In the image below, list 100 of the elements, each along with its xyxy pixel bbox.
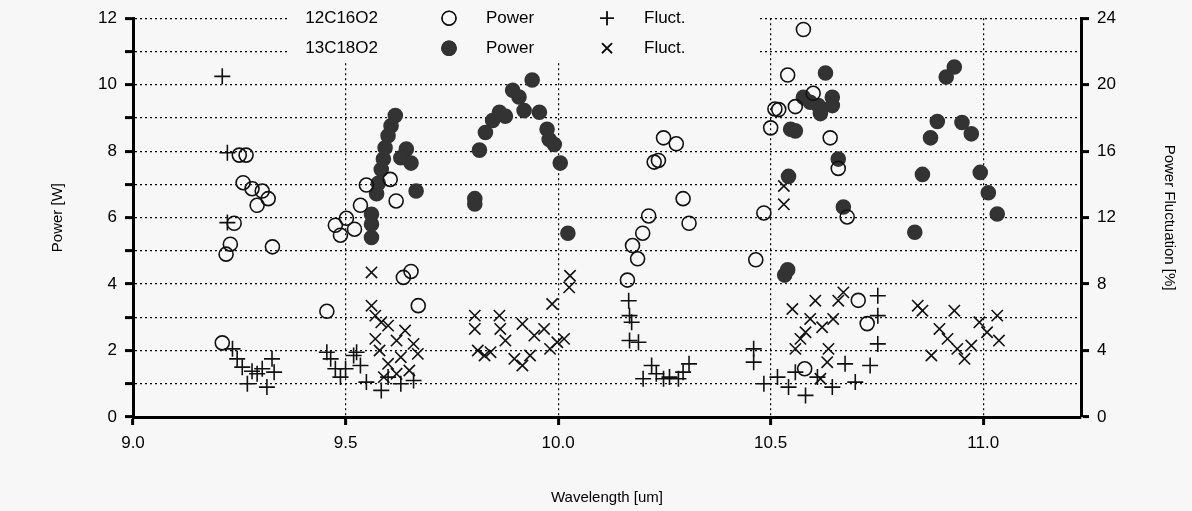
point bbox=[674, 363, 692, 381]
point bbox=[629, 333, 648, 352]
y2-tick-label: 24 bbox=[1097, 7, 1116, 27]
point bbox=[249, 197, 265, 214]
point bbox=[869, 306, 887, 325]
point bbox=[836, 355, 854, 373]
y2-tick-label: 8 bbox=[1097, 273, 1107, 293]
legend-label: Power bbox=[486, 37, 535, 57]
point bbox=[675, 190, 691, 207]
point bbox=[634, 369, 652, 388]
point bbox=[387, 107, 404, 124]
point bbox=[332, 227, 349, 244]
point bbox=[938, 69, 955, 85]
point bbox=[787, 123, 804, 139]
point bbox=[347, 343, 366, 361]
point bbox=[779, 378, 798, 396]
point bbox=[681, 215, 697, 232]
point bbox=[231, 147, 248, 163]
point bbox=[830, 160, 847, 177]
point bbox=[253, 360, 272, 378]
point bbox=[634, 225, 651, 242]
point bbox=[403, 263, 419, 280]
point bbox=[248, 365, 266, 383]
point bbox=[218, 246, 234, 262]
point bbox=[846, 373, 865, 391]
legend-label: Power bbox=[486, 7, 535, 27]
point bbox=[552, 155, 569, 171]
y-tick-label: 6 bbox=[107, 207, 117, 227]
point bbox=[264, 239, 281, 255]
point bbox=[222, 236, 239, 252]
point bbox=[817, 65, 834, 81]
point bbox=[779, 67, 796, 83]
point bbox=[560, 225, 576, 242]
point bbox=[346, 221, 363, 238]
point bbox=[767, 101, 783, 117]
point bbox=[392, 374, 410, 393]
point bbox=[770, 101, 787, 118]
y2-axis-title: Power Fluctuation [%] bbox=[1161, 144, 1179, 291]
y2-tick-label: 16 bbox=[1097, 140, 1116, 160]
point bbox=[744, 353, 763, 371]
point bbox=[779, 261, 796, 278]
point bbox=[223, 340, 242, 358]
point bbox=[243, 362, 261, 381]
point bbox=[780, 168, 797, 185]
point bbox=[839, 209, 855, 225]
x-tick-label: 10.5 bbox=[754, 432, 788, 452]
point bbox=[620, 306, 639, 325]
y-tick-label: 2 bbox=[107, 340, 117, 360]
point bbox=[336, 360, 355, 378]
point bbox=[660, 368, 679, 386]
point bbox=[869, 335, 887, 353]
point bbox=[954, 114, 970, 131]
y-tick-label: 10 bbox=[98, 74, 117, 94]
point bbox=[382, 171, 398, 188]
point bbox=[786, 363, 805, 381]
point bbox=[619, 272, 636, 288]
y-tick-label: 8 bbox=[107, 140, 117, 160]
x-tick-label: 10.0 bbox=[541, 432, 575, 452]
point bbox=[796, 386, 815, 405]
point bbox=[511, 89, 527, 105]
point bbox=[395, 269, 412, 286]
point bbox=[471, 142, 488, 158]
point bbox=[214, 335, 231, 351]
point bbox=[859, 315, 875, 332]
x-tick-label: 9.0 bbox=[121, 432, 145, 452]
point bbox=[795, 21, 812, 38]
point bbox=[265, 363, 283, 381]
point bbox=[238, 147, 254, 163]
point bbox=[260, 190, 276, 207]
point bbox=[244, 180, 260, 197]
y2-tick-label: 4 bbox=[1097, 340, 1107, 360]
point bbox=[372, 381, 391, 400]
point bbox=[226, 215, 242, 232]
y-tick-label: 12 bbox=[98, 7, 117, 27]
point bbox=[238, 374, 257, 393]
point bbox=[646, 154, 662, 170]
point bbox=[768, 368, 787, 386]
point bbox=[477, 124, 494, 141]
point bbox=[254, 183, 271, 199]
point bbox=[680, 355, 698, 373]
point bbox=[410, 297, 427, 314]
point bbox=[972, 164, 989, 181]
point bbox=[963, 126, 980, 142]
point bbox=[620, 331, 639, 350]
point bbox=[388, 193, 404, 209]
point bbox=[914, 166, 931, 183]
x-tick-label: 9.5 bbox=[333, 432, 358, 452]
point bbox=[318, 343, 336, 361]
point bbox=[235, 174, 251, 191]
point bbox=[218, 213, 237, 232]
point bbox=[980, 184, 997, 201]
annotation: 12C16O2 bbox=[305, 7, 378, 27]
point bbox=[213, 67, 232, 86]
legend-label: Fluct. bbox=[644, 37, 686, 57]
point bbox=[655, 130, 672, 146]
point bbox=[922, 130, 939, 146]
point bbox=[787, 98, 804, 115]
y-tick-label: 0 bbox=[107, 406, 117, 426]
x-axis-title: Wavelength [um] bbox=[551, 488, 663, 506]
point bbox=[546, 136, 563, 153]
